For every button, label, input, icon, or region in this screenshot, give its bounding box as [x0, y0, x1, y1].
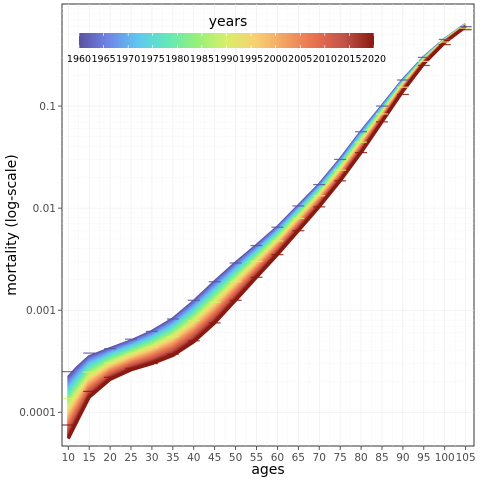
- legend-title: years: [209, 14, 248, 30]
- legend-tick-label: 1995: [239, 54, 263, 65]
- legend-tick-label: 2020: [362, 54, 386, 65]
- x-tick-label: 65: [292, 452, 305, 464]
- x-tick-label: 35: [166, 452, 179, 464]
- legend-ticks: 1960 1965 1970 1975 1980 1985 1990 1995 2000 2005…: [67, 33, 386, 65]
- legend-tick-label: 2015: [337, 54, 361, 65]
- legend-colorbar: [79, 33, 374, 48]
- x-tick-label: 30: [145, 452, 158, 464]
- legend-tick-label: 2010: [313, 54, 337, 65]
- legend-tick-label: 1960: [67, 54, 91, 65]
- x-tick-label: 60: [271, 452, 284, 464]
- x-tick-label: 85: [375, 452, 388, 464]
- x-tick-label: 105: [456, 452, 476, 464]
- x-axis-ticks: 10 15 20 25 30 35 40 45 50 55 60 65 70 75 80 85 90 95 100 1…: [62, 446, 476, 464]
- x-tick-label: 45: [208, 452, 221, 464]
- y-tick-label: 0.01: [33, 203, 56, 215]
- legend-tick-label: 1965: [91, 54, 115, 65]
- y-tick-label: 0.1: [39, 101, 56, 113]
- x-tick-label: 95: [417, 452, 430, 464]
- legend-tick-label: 1970: [116, 54, 140, 65]
- x-tick-label: 25: [124, 452, 137, 464]
- x-tick-label: 40: [187, 452, 200, 464]
- x-tick-label: 90: [396, 452, 409, 464]
- legend-tick-label: 2000: [264, 54, 288, 65]
- legend-tick-label: 1985: [190, 54, 214, 65]
- legend-tick-label: 2005: [288, 54, 312, 65]
- legend-tick-label: 1975: [141, 54, 165, 65]
- x-axis-label: ages: [251, 462, 284, 478]
- x-tick-label: 50: [229, 452, 242, 464]
- y-axis-ticks: 0.0001 0.001 0.01 0.1: [19, 101, 62, 419]
- y-tick-label: 0.001: [26, 305, 56, 317]
- x-tick-label: 100: [435, 452, 455, 464]
- x-tick-label: 20: [103, 452, 116, 464]
- year-curves: [66, 23, 467, 440]
- x-tick-label: 10: [62, 452, 75, 464]
- observed-marks: [62, 26, 472, 426]
- x-tick-label: 15: [83, 452, 96, 464]
- legend: years 1960 1965 1970 1975 1980 1985 1990 1995 20…: [67, 14, 386, 65]
- y-tick-label: 0.0001: [19, 407, 56, 419]
- x-tick-label: 75: [333, 452, 346, 464]
- x-tick-label: 80: [354, 452, 367, 464]
- legend-tick-label: 1990: [214, 54, 238, 65]
- y-axis-label: mortality (log-scale): [4, 154, 20, 295]
- legend-tick-label: 1980: [165, 54, 189, 65]
- x-tick-label: 55: [250, 452, 263, 464]
- x-tick-label: 70: [313, 452, 326, 464]
